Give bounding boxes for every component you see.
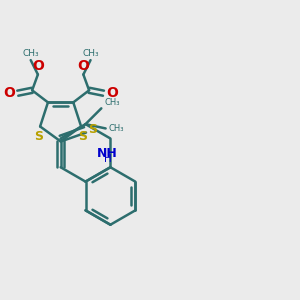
Text: CH₃: CH₃	[22, 50, 39, 58]
Text: S: S	[78, 130, 87, 143]
Text: CH₃: CH₃	[109, 124, 124, 133]
Text: O: O	[32, 59, 44, 73]
Text: S: S	[88, 123, 98, 136]
Text: S: S	[34, 130, 43, 143]
Text: CH₃: CH₃	[82, 50, 99, 58]
Text: O: O	[77, 59, 89, 73]
Text: O: O	[106, 86, 118, 100]
Text: H: H	[104, 154, 111, 164]
Text: CH₃: CH₃	[104, 98, 120, 107]
Text: NH: NH	[97, 147, 118, 160]
Text: O: O	[3, 86, 15, 100]
